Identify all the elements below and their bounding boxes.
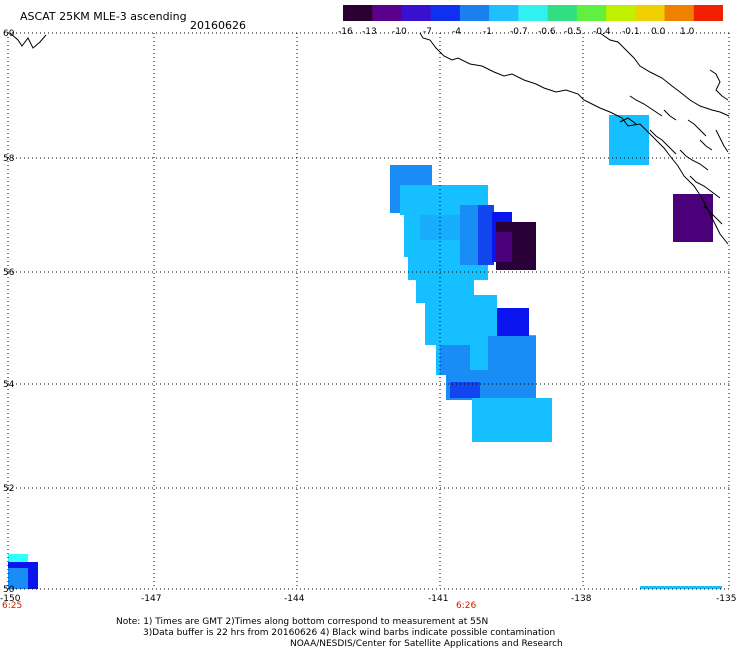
swath-cell	[488, 336, 536, 386]
colorbar-segment	[547, 5, 578, 21]
coastline	[9, 32, 730, 245]
colorbar-segment	[459, 5, 490, 21]
swath-cell	[8, 568, 28, 589]
colorbar	[343, 5, 723, 21]
time-label-mid: 6:26	[456, 601, 477, 611]
colorbar-label: -13	[362, 27, 377, 37]
colorbar-segment	[693, 5, 723, 21]
note-line-1: Note: 1) Times are GMT 2)Times along bot…	[116, 617, 489, 627]
colorbar-label: 0.0	[651, 27, 666, 37]
swath-cell	[609, 115, 649, 165]
map-title: ASCAT 25KM MLE-3 ascending	[20, 10, 187, 23]
latitude-label: 54	[3, 380, 15, 390]
note-line-3: NOAA/NESDIS/Center for Satellite Applica…	[290, 639, 563, 649]
map-date: 20160626	[190, 19, 246, 32]
swath-cell	[440, 345, 470, 375]
graticule	[7, 32, 730, 590]
latitude-label: 60	[3, 29, 15, 39]
longitude-label: -144	[284, 594, 305, 604]
latitude-label: 58	[3, 154, 15, 164]
colorbar-label: -0.5	[564, 27, 582, 37]
longitude-label: -138	[571, 594, 592, 604]
colorbar-labels: -16 -13 -10 -7 -4 -1 -0.7 -0.6 -0.5 -0.4 -0.1 0.0 1.…	[0, 27, 740, 39]
colorbar-label: -0.4	[593, 27, 611, 37]
wind-swath	[8, 115, 722, 589]
longitude-label: -141	[428, 594, 448, 604]
colorbar-segment	[664, 5, 695, 21]
colorbar-label: 1.0	[680, 27, 695, 37]
swath-cell	[497, 308, 529, 336]
colorbar-segment	[372, 5, 403, 21]
colorbar-segment	[430, 5, 461, 21]
swath-cell	[472, 398, 552, 442]
longitude-label: -147	[141, 594, 161, 604]
latitude-labels: 60 58 56 54 52 50	[3, 29, 15, 595]
swath-cell	[673, 194, 713, 242]
swath-cell	[478, 205, 494, 265]
colorbar-label: -0.1	[622, 27, 640, 37]
colorbar-label: -16	[338, 27, 353, 37]
colorbar-label: -4	[452, 27, 461, 37]
time-label-left: 6:25	[2, 601, 23, 611]
colorbar-segment	[489, 5, 519, 21]
swath-cell	[460, 205, 480, 265]
swath-cell	[420, 215, 460, 240]
colorbar-label: -10	[392, 27, 407, 37]
longitude-label: -135	[716, 594, 736, 604]
swath-cell	[496, 232, 512, 262]
colorbar-label: -1	[483, 27, 492, 37]
colorbar-segment	[518, 5, 549, 21]
colorbar-segment	[343, 5, 373, 21]
colorbar-label: -0.7	[510, 27, 528, 37]
colorbar-segment	[401, 5, 432, 21]
swath-cell	[8, 554, 28, 564]
colorbar-segment	[606, 5, 636, 21]
latitude-label: 56	[3, 268, 15, 278]
latitude-label: 52	[3, 484, 14, 494]
longitude-label: -150	[0, 594, 21, 604]
latitude-label: 50	[3, 585, 15, 595]
colorbar-label: -0.6	[538, 27, 556, 37]
colorbar-label: -7	[423, 27, 432, 37]
note-line-2: 3)Data buffer is 22 hrs from 20160626 4)…	[143, 628, 556, 638]
colorbar-segment	[576, 5, 607, 21]
swath-cell	[640, 586, 722, 589]
colorbar-segment	[635, 5, 666, 21]
swath-cell	[450, 382, 480, 398]
longitude-labels: -150 -147 -144 -141 -138 -135	[0, 594, 736, 604]
